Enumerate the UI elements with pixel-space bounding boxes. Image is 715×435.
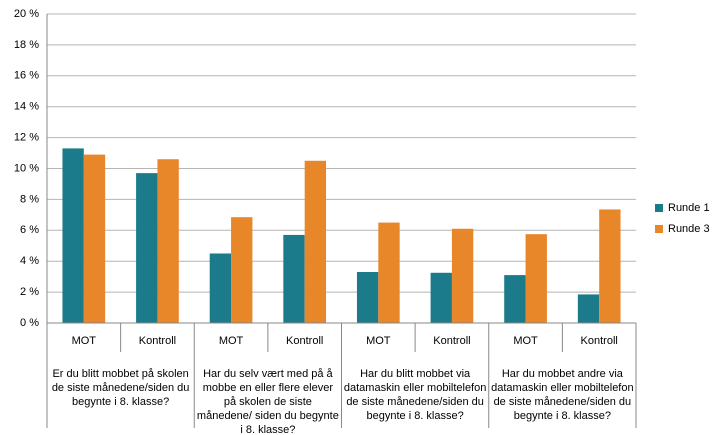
y-tick-label: 0 % (20, 317, 39, 329)
y-tick-label: 2 % (20, 286, 39, 298)
bar (62, 148, 84, 323)
y-tick-label: 6 % (20, 224, 39, 236)
bar (599, 209, 621, 323)
bar (209, 253, 232, 323)
bar (356, 272, 379, 323)
bar (157, 159, 179, 323)
bar (430, 272, 452, 323)
bar (231, 217, 253, 323)
y-tick-label: 18 % (14, 39, 39, 51)
x-tick-label: MOT (366, 335, 391, 347)
y-tick-label: 20 % (14, 8, 39, 20)
group-label: Har du selv vært med på å mobbe en eller… (196, 368, 339, 435)
bar (283, 234, 305, 323)
bar (504, 275, 526, 323)
x-tick-label: Kontroll (286, 335, 323, 347)
bar (83, 154, 106, 323)
legend-swatch (655, 225, 663, 233)
y-tick-label: 16 % (14, 70, 39, 82)
group-label: Har du blitt mobbet via datamaskin eller… (343, 368, 487, 422)
bar (451, 228, 474, 323)
x-tick-label: Kontroll (433, 335, 470, 347)
y-tick-label: 14 % (14, 101, 39, 113)
bar (378, 222, 400, 323)
y-tick-label: 12 % (14, 132, 39, 144)
bar (525, 234, 547, 323)
y-tick-label: 10 % (14, 162, 39, 174)
group-label: Har du mobbet andre via datamaskin eller… (491, 368, 634, 422)
legend-swatch (655, 204, 663, 212)
legend-label: Runde 3 (668, 223, 710, 235)
bar (304, 160, 327, 323)
x-tick-label: Kontroll (581, 335, 618, 347)
x-tick-label: MOT (513, 335, 538, 347)
bar (136, 173, 158, 323)
legend-label: Runde 1 (668, 202, 710, 214)
y-tick-label: 4 % (20, 255, 39, 267)
x-tick-label: MOT (219, 335, 244, 347)
x-tick-label: MOT (72, 335, 97, 347)
group-label: Er du blitt mobbet på skolen de siste må… (51, 368, 190, 408)
x-tick-label: Kontroll (139, 335, 176, 347)
y-tick-label: 8 % (20, 193, 39, 205)
bar (577, 294, 600, 323)
